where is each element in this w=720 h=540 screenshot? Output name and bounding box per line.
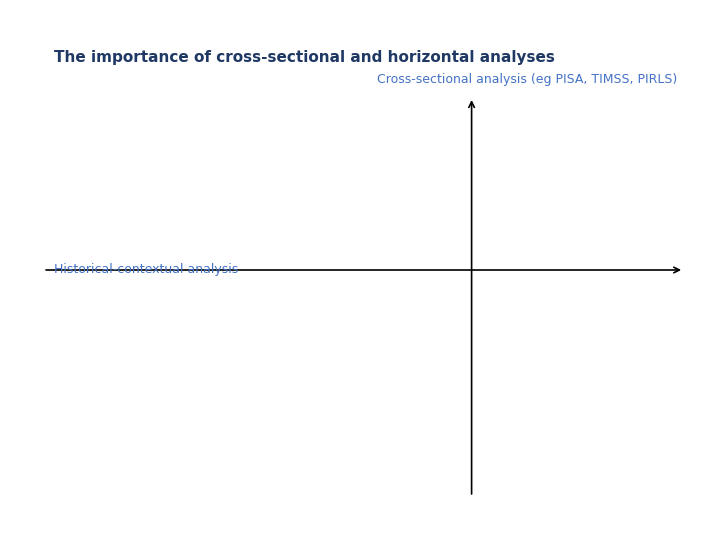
Text: Historical-contextual analysis: Historical-contextual analysis	[54, 264, 238, 276]
Text: Cross-sectional analysis (eg PISA, TIMSS, PIRLS): Cross-sectional analysis (eg PISA, TIMSS…	[377, 73, 677, 86]
Text: The importance of cross-sectional and horizontal analyses: The importance of cross-sectional and ho…	[54, 50, 555, 65]
